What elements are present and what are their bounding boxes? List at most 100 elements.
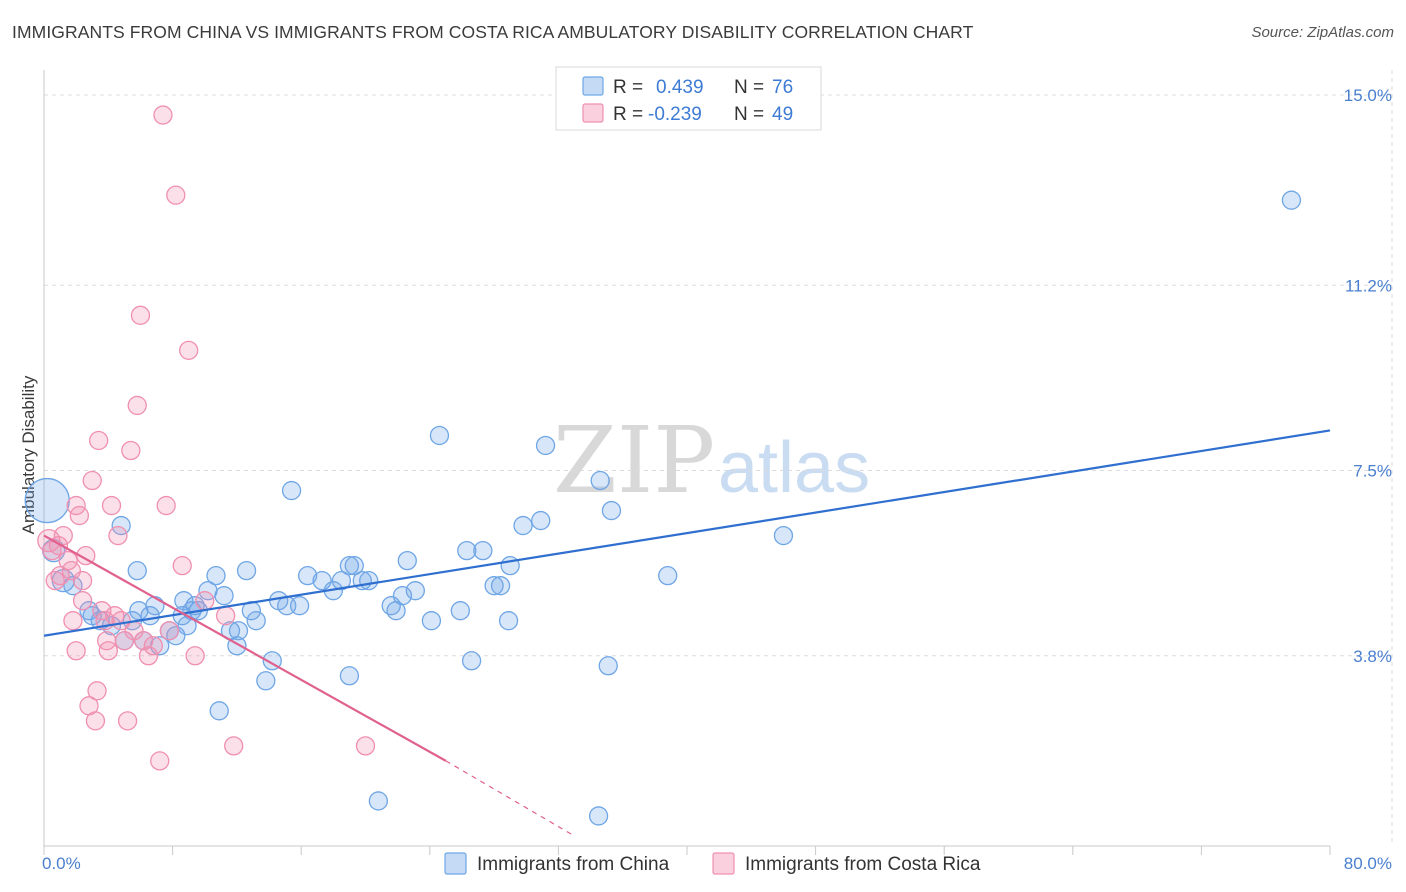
costa-rica-point[interactable]	[108, 525, 128, 546]
costa-rica-point[interactable]	[159, 621, 180, 641]
costa-rica-point[interactable]	[127, 395, 147, 416]
costa-rica-point[interactable]	[72, 591, 93, 611]
china-point[interactable]	[344, 555, 364, 576]
china-point[interactable]	[129, 601, 149, 621]
y-tick-labels: 3.8% 7.5% 11.2% 15.0%	[1344, 86, 1392, 666]
china-point[interactable]	[24, 477, 70, 524]
costa-rica-point[interactable]	[224, 736, 244, 756]
costa-rica-point[interactable]	[82, 470, 102, 491]
china-point[interactable]	[590, 470, 610, 491]
china-point[interactable]	[174, 591, 194, 611]
china-point[interactable]	[598, 656, 618, 676]
costa-rica-point[interactable]	[76, 545, 96, 566]
x-tick-label-max: 80.0%	[1344, 854, 1392, 873]
china-point[interactable]	[236, 560, 257, 581]
china-point[interactable]	[214, 586, 234, 606]
y-tick-label: 7.5%	[1353, 462, 1392, 481]
china-point[interactable]	[339, 666, 360, 686]
china-point[interactable]	[339, 555, 360, 576]
costa-rica-point[interactable]	[215, 606, 236, 626]
china-point[interactable]	[331, 571, 352, 591]
china-point[interactable]	[773, 525, 794, 546]
costa-rica-point[interactable]	[53, 525, 73, 546]
costa-rica-point[interactable]	[89, 430, 109, 451]
costa-rica-point[interactable]	[143, 636, 163, 656]
costa-rica-point[interactable]	[85, 711, 106, 731]
scatter-points	[24, 105, 1302, 826]
china-point[interactable]	[473, 540, 493, 561]
costa-rica-point[interactable]	[150, 751, 170, 771]
series-legend: Immigrants from China Immigrants from Co…	[444, 852, 981, 875]
legend-r-label-china: R =	[613, 77, 643, 98]
china-point[interactable]	[228, 621, 249, 641]
china-point[interactable]	[1281, 190, 1302, 210]
china-point[interactable]	[127, 560, 147, 581]
costa-rica-point[interactable]	[153, 105, 173, 125]
china-point[interactable]	[461, 651, 482, 671]
costa-rica-point[interactable]	[156, 495, 176, 516]
china-point[interactable]	[405, 581, 425, 601]
china-point[interactable]	[209, 701, 229, 721]
costa-rica-point[interactable]	[50, 566, 70, 586]
costa-rica-point[interactable]	[355, 736, 376, 756]
series-legend-swatch-china[interactable]	[444, 852, 467, 875]
legend-swatch-costa-rica	[582, 103, 604, 123]
source-label: Source: ZipAtlas.com	[1251, 24, 1394, 41]
china-point[interactable]	[421, 611, 442, 631]
costa-rica-point[interactable]	[97, 631, 117, 651]
china-point[interactable]	[145, 596, 165, 616]
china-point[interactable]	[289, 596, 310, 616]
costa-rica-point[interactable]	[185, 646, 205, 666]
costa-rica-point[interactable]	[179, 340, 199, 361]
legend-r-value-costa-rica: -0.239	[648, 104, 702, 125]
china-point[interactable]	[368, 791, 389, 811]
costa-rica-point[interactable]	[69, 505, 90, 526]
china-point[interactable]	[63, 576, 83, 596]
china-point[interactable]	[513, 515, 533, 536]
costa-rica-trend-extension	[445, 760, 575, 837]
china-point[interactable]	[588, 806, 609, 826]
china-point[interactable]	[397, 550, 417, 571]
y-axis-label: Ambulatory Disability	[19, 375, 38, 534]
series-legend-label-china[interactable]: Immigrants from China	[477, 854, 670, 875]
watermark-zip: ZIP	[553, 407, 715, 514]
costa-rica-point[interactable]	[117, 711, 138, 731]
costa-rica-point[interactable]	[130, 305, 151, 325]
china-point[interactable]	[256, 671, 276, 691]
china-point[interactable]	[246, 611, 266, 631]
costa-rica-point[interactable]	[172, 555, 192, 576]
costa-rica-point[interactable]	[63, 611, 83, 631]
costa-rica-point[interactable]	[66, 641, 86, 661]
china-point[interactable]	[498, 611, 519, 631]
china-point[interactable]	[429, 425, 450, 446]
series-legend-label-costa-rica[interactable]: Immigrants from Costa Rica	[745, 854, 981, 875]
china-point[interactable]	[535, 435, 556, 456]
costa-rica-point[interactable]	[121, 440, 141, 461]
china-point[interactable]	[601, 500, 622, 521]
costa-rica-point[interactable]	[72, 571, 93, 591]
grid-lines	[44, 70, 1393, 846]
costa-rica-point[interactable]	[195, 591, 215, 611]
costa-rica-point[interactable]	[138, 646, 159, 666]
legend-n-label-china: N =	[734, 77, 764, 98]
series-legend-swatch-costa-rica[interactable]	[712, 852, 735, 875]
costa-rica-point[interactable]	[101, 495, 122, 516]
china-point[interactable]	[281, 480, 302, 501]
china-point[interactable]	[359, 571, 379, 591]
china-point[interactable]	[484, 576, 504, 596]
costa-rica-point[interactable]	[87, 681, 107, 701]
costa-rica-point[interactable]	[166, 185, 186, 205]
china-point[interactable]	[457, 540, 477, 561]
china-point[interactable]	[531, 510, 551, 531]
costa-rica-point[interactable]	[98, 641, 118, 661]
china-point[interactable]	[490, 576, 511, 596]
costa-rica-point[interactable]	[134, 631, 154, 651]
legend-r-label-costa-rica: R =	[613, 104, 643, 125]
china-point[interactable]	[206, 566, 226, 586]
china-point[interactable]	[658, 566, 678, 586]
china-point[interactable]	[450, 601, 470, 621]
watermark-atlas: atlas	[718, 428, 870, 508]
china-point[interactable]	[297, 566, 318, 586]
costa-rica-point[interactable]	[42, 540, 62, 561]
